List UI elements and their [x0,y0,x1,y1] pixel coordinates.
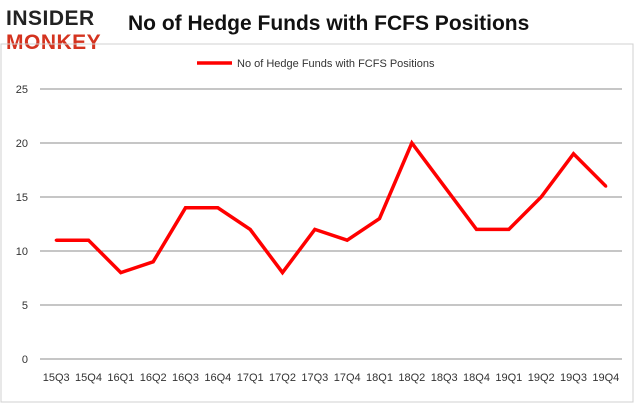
x-tick-label: 19Q2 [528,372,555,384]
x-tick-label: 18Q1 [366,372,393,384]
data-point [345,238,349,242]
x-tick-label: 19Q1 [495,372,522,384]
y-tick-label: 5 [22,300,28,312]
data-point [87,238,90,242]
data-point [119,271,123,275]
svg-text:INSIDER: INSIDER [6,7,95,30]
x-tick-label: 16Q3 [172,372,199,384]
x-tick-label: 17Q1 [237,372,264,384]
data-point [539,195,543,199]
y-tick-label: 25 [16,84,28,96]
x-tick-label: 18Q4 [463,372,490,384]
x-tick-label: 18Q2 [398,372,425,384]
x-tick-label: 18Q3 [431,372,458,384]
data-point [184,206,187,210]
insider-monkey-logo: INSIDER MONKEY [6,7,101,52]
data-point [313,227,317,231]
x-tick-label: 17Q2 [269,372,296,384]
x-tick-label: 17Q3 [301,372,328,384]
x-tick-label: 19Q4 [592,372,619,384]
data-point [410,141,414,145]
svg-text:MONKEY: MONKEY [6,31,101,52]
data-point [216,206,220,210]
data-point [54,238,58,242]
x-tick-label: 17Q4 [334,372,361,384]
plot-border [0,43,634,403]
x-tick-label: 16Q2 [140,372,167,384]
data-point [378,217,381,221]
x-tick-label: 15Q3 [43,372,70,384]
legend-label: No of Hedge Funds with FCFS Positions [237,58,435,70]
x-tick-label: 16Q1 [107,372,134,384]
series-line [56,139,608,276]
data-point [442,184,446,188]
data-point [507,227,511,231]
y-tick-label: 0 [22,354,28,366]
data-point [248,227,252,231]
y-tick-label: 15 [16,192,28,204]
data-point [604,184,608,188]
data-point [281,271,284,275]
x-tick-label: 19Q3 [560,372,587,384]
x-tick-label: 15Q4 [75,372,102,384]
data-point [151,260,155,264]
data-point [572,152,575,156]
chart-title: No of Hedge Funds with FCFS Positions [128,12,530,35]
x-tick-label: 16Q4 [204,372,231,384]
y-tick-label: 10 [16,246,28,258]
data-point [475,227,478,231]
y-tick-label: 20 [16,138,28,150]
